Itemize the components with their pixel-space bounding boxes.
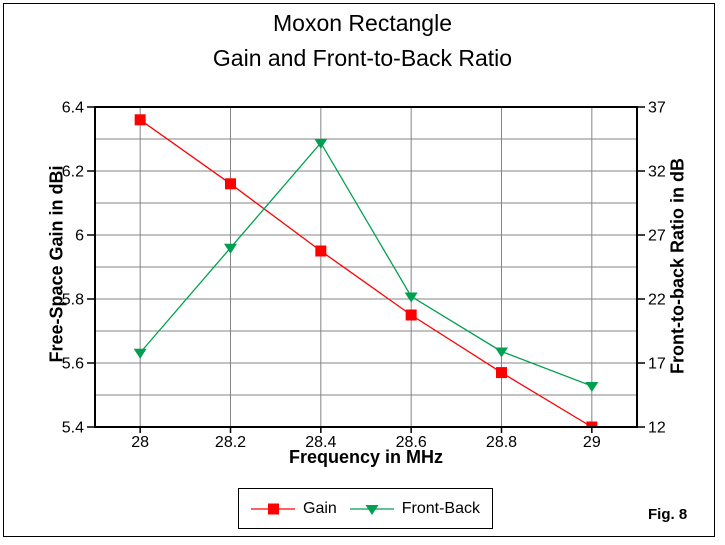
left-tick-label: 5.8: [62, 292, 84, 309]
data-point-gain: [315, 245, 327, 257]
right-tick-label: 37: [648, 100, 666, 117]
legend-marker-gain: [251, 503, 295, 514]
left-tick-label: 5.6: [62, 356, 84, 373]
figure-number: Fig. 8: [648, 506, 688, 523]
x-tick-label: 29: [583, 434, 601, 451]
x-tick-label: 28.8: [486, 434, 517, 451]
legend-label-front-back: Front-Back: [401, 499, 480, 517]
data-point-front-back: [314, 138, 328, 149]
right-tick-label: 32: [648, 164, 666, 181]
x-tick-label: 28.4: [305, 434, 336, 451]
x-tick-label: 28.2: [215, 434, 246, 451]
legend-item-front-back: Front-Back: [349, 499, 480, 518]
plot-border: [94, 106, 638, 428]
right-tick-label: 22: [648, 292, 666, 309]
series-group: [133, 114, 599, 428]
right-tick-label: 27: [648, 228, 666, 245]
left-tick-label: 6.4: [62, 100, 84, 117]
right-tick-label: 12: [648, 420, 666, 437]
chart-title-line2: Gain and Front-to-Back Ratio: [212, 45, 513, 71]
legend-marker-front-back: [349, 504, 394, 515]
right-axis-title: Front-to-back Ratio in dB: [667, 158, 688, 374]
data-point-front-back: [495, 347, 508, 358]
data-point-gain: [586, 421, 598, 428]
x-tick-label: 28.6: [396, 434, 427, 451]
series-line-front-back: [139, 141, 593, 387]
legend-item-gain: Gain: [251, 500, 337, 518]
legend-label-gain: Gain: [303, 499, 337, 517]
left-tick-label: 5.4: [62, 420, 84, 437]
data-point-front-back: [133, 348, 147, 359]
figure-border: [3, 3, 715, 537]
left-tick-label: 6: [75, 228, 84, 245]
x-axis-title: Frequency in MHz: [288, 447, 444, 467]
data-point-gain: [405, 309, 417, 321]
x-tick-label: 28: [131, 434, 149, 451]
data-point-front-back: [585, 382, 599, 393]
left-axis-title: Free-Space Gain in dBi: [46, 165, 67, 363]
left-tick-label: 6.2: [62, 164, 84, 181]
chart-title-line1: Moxon Rectangle: [273, 10, 452, 36]
legend: Gain Front-Back: [238, 488, 493, 529]
data-point-gain: [496, 367, 507, 379]
right-tick-label: 17: [648, 356, 666, 373]
data-point-front-back: [404, 292, 418, 303]
data-point-front-back: [224, 243, 237, 254]
chart-title: Moxon Rectangle Gain and Front-to-Back R…: [0, 6, 725, 76]
data-point-gain: [225, 178, 236, 190]
series-line-gain: [139, 119, 593, 428]
data-point-gain: [134, 114, 146, 126]
